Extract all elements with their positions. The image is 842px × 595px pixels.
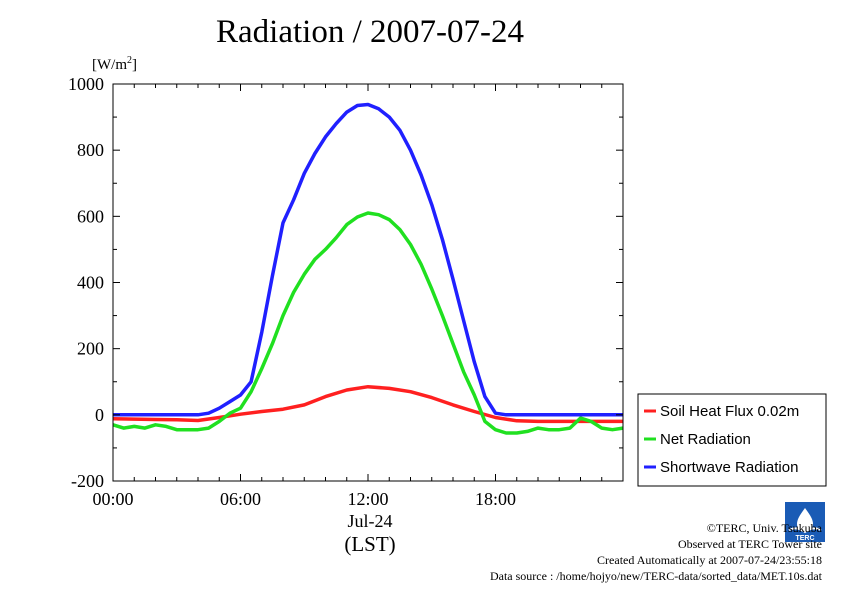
footer-site: Observed at TERC Tower site: [677, 537, 822, 551]
time-zone-label: (LST): [344, 532, 396, 556]
series-line-1: [112, 211, 624, 435]
footer-created: Created Automatically at 2007-07-24/23:5…: [597, 553, 822, 567]
legend-label: Shortwave Radiation: [660, 459, 798, 476]
series-line-2: [113, 102, 623, 417]
footer: ©TERC, Univ. Tsukuba Observed at TERC To…: [490, 520, 822, 584]
footer-source: Data source : /home/hojyo/new/TERC-data/…: [489, 569, 822, 583]
series-layer: [112, 102, 624, 435]
footer-copyright: ©TERC, Univ. Tsukuba: [706, 521, 822, 535]
legend: Soil Heat Flux 0.02m Net Radiation Shortwa…: [637, 393, 827, 487]
y-axis-unit-label: [W/m2]: [92, 55, 137, 74]
unit-close: ]: [132, 57, 137, 73]
y-tick-label: 1000: [68, 74, 104, 94]
unit-base: [W/m: [92, 57, 127, 73]
x-tick-label: 06:00: [220, 489, 261, 509]
x-tick-label: 18:00: [475, 489, 516, 509]
y-tick-label: -200: [71, 471, 104, 491]
terc-logo-icon: TERC: [785, 502, 825, 542]
legend-label: Soil Heat Flux 0.02m: [660, 403, 799, 420]
x-tick-label: 12:00: [347, 489, 388, 509]
series-line-0: [112, 384, 623, 424]
y-tick-label: 800: [77, 140, 104, 160]
logo-lettering: TERC: [795, 535, 814, 542]
x-tick-label: 00:00: [92, 489, 133, 509]
unit-superscript: 2: [127, 55, 132, 66]
date-label: Jul-24: [347, 511, 393, 531]
legend-label: Net Radiation: [660, 431, 751, 448]
y-tick-label: 600: [77, 206, 104, 226]
chart-title: Radiation / 2007-07-24: [216, 14, 524, 50]
y-tick-label: 0: [95, 405, 104, 425]
legend-box: [637, 393, 827, 487]
y-tick-label: 200: [77, 339, 104, 359]
y-tick-label: 400: [77, 273, 104, 293]
